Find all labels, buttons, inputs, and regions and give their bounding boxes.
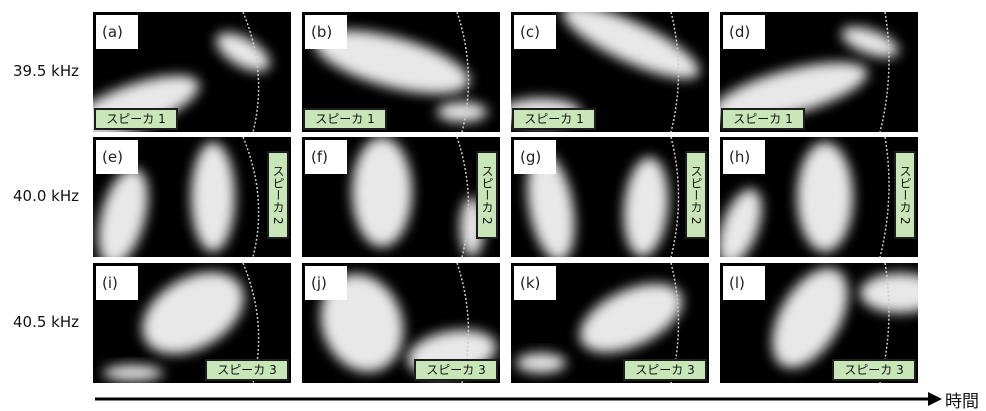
speaker-label: スピーカ 2 <box>267 151 289 239</box>
image-panel: (e) スピーカ 2 <box>93 137 291 257</box>
bright-region <box>620 155 673 257</box>
image-panel: (a) スピーカ 1 <box>93 12 291 132</box>
panel-label: (i) <box>96 266 138 300</box>
speaker-label: スピーカ 1 <box>303 108 387 130</box>
speaker-label: スピーカ 3 <box>832 359 916 381</box>
panel-label: (g) <box>514 140 556 174</box>
speaker-label: スピーカ 2 <box>685 151 707 239</box>
image-panel: (b) スピーカ 1 <box>302 12 500 132</box>
panel-label: (k) <box>514 266 556 300</box>
panel-label: (b) <box>305 15 347 49</box>
bright-region <box>128 263 258 371</box>
image-panel: (h) スピーカ 2 <box>720 137 918 257</box>
image-panel: (l) スピーカ 3 <box>720 263 918 383</box>
image-panel: (c) スピーカ 1 <box>511 12 709 132</box>
bright-region <box>191 142 235 252</box>
speaker-label: スピーカ 3 <box>414 359 498 381</box>
bright-region <box>437 102 487 122</box>
panel-label: (d) <box>723 15 765 49</box>
image-panel: (g) スピーカ 2 <box>511 137 709 257</box>
edge-contour <box>671 137 679 257</box>
edge-contour <box>243 137 259 257</box>
panel-label: (j) <box>305 266 347 300</box>
bright-region <box>210 25 276 79</box>
panel-label: (h) <box>723 140 765 174</box>
speaker-label: スピーカ 1 <box>512 108 596 130</box>
edge-contour <box>243 12 259 132</box>
arrow-head <box>928 392 942 406</box>
row-label: 39.5 kHz <box>6 62 86 80</box>
panel-label: (f) <box>305 140 347 174</box>
bright-region <box>838 20 903 63</box>
speaker-label: スピーカ 3 <box>205 359 289 381</box>
bright-region <box>516 353 566 373</box>
panel-label: (a) <box>96 15 138 49</box>
speaker-label: スピーカ 2 <box>894 151 916 239</box>
edge-contour <box>880 137 889 257</box>
edge-contour <box>880 12 889 132</box>
time-label: 時間 <box>945 387 979 411</box>
bright-region <box>555 12 708 92</box>
bright-region <box>93 163 157 257</box>
speaker-label: スピーカ 1 <box>721 108 805 130</box>
image-panel: (j) スピーカ 3 <box>302 263 500 383</box>
image-panel: (i) スピーカ 3 <box>93 263 291 383</box>
image-panel: (d) スピーカ 1 <box>720 12 918 132</box>
row-label: 40.0 kHz <box>6 187 86 205</box>
bright-region <box>103 365 163 381</box>
row-label: 40.5 kHz <box>6 313 86 331</box>
bright-region <box>720 183 771 257</box>
panel-label: (e) <box>96 140 138 174</box>
speaker-label: スピーカ 3 <box>623 359 707 381</box>
image-panel: (k) スピーカ 3 <box>511 263 709 383</box>
bright-region <box>352 137 412 247</box>
figure: 時間 39.5 kHz(a)スピーカ 1(b)スピーカ 1(c)スピーカ 1(d… <box>0 0 986 411</box>
speaker-label: スピーカ 1 <box>94 108 178 130</box>
speaker-label: スピーカ 2 <box>476 151 498 239</box>
image-panel: (f) スピーカ 2 <box>302 137 500 257</box>
panel-label: (l) <box>723 266 765 300</box>
panel-label: (c) <box>514 15 556 49</box>
bright-region <box>797 142 853 252</box>
bright-region <box>569 269 692 366</box>
